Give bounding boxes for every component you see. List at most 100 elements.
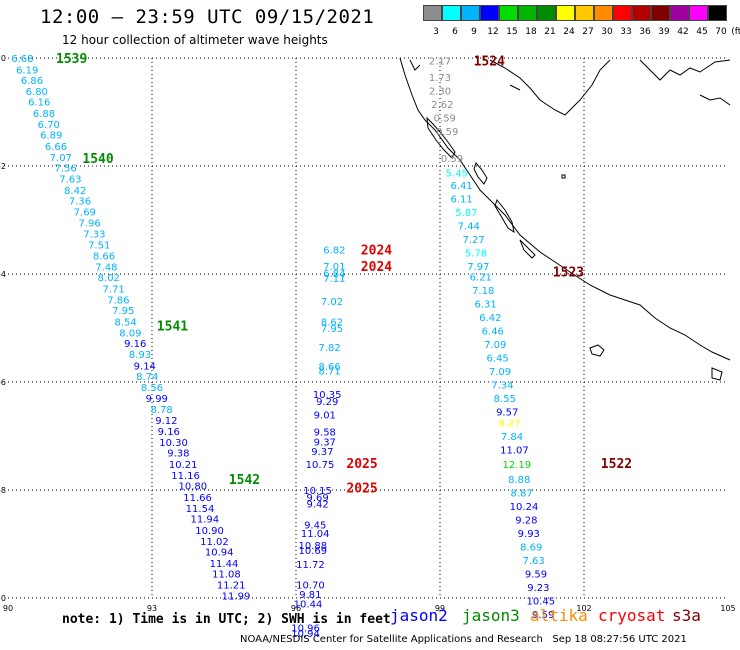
color-swatch <box>708 5 727 21</box>
wave-height-value: 11.04 <box>301 529 330 540</box>
color-scale-label: 3 <box>433 27 439 37</box>
wave-height-value: 9.59 <box>532 610 554 621</box>
wave-height-value: 6.41 <box>450 181 472 192</box>
color-swatch <box>632 5 651 21</box>
pass-number-label: 2025 <box>346 457 377 472</box>
color-scale-label: 33 <box>620 27 632 37</box>
wave-height-value: 8.66 <box>93 252 115 263</box>
wave-height-value: 8.66 <box>318 362 340 373</box>
altimeter-track: 6.686.196.866.806.166.886.706.896.667.07… <box>11 54 250 602</box>
wave-height-value: 6.45 <box>486 354 508 365</box>
mission-label: jason3 <box>462 606 520 625</box>
wave-height-value: 10.21 <box>169 460 198 471</box>
wave-height-value: 7.09 <box>489 367 511 378</box>
color-scale-label: 9 <box>471 27 477 37</box>
color-scale-label: 21 <box>544 27 556 37</box>
color-swatch <box>613 5 632 21</box>
color-scale-label: 39 <box>658 27 670 37</box>
color-swatch <box>480 5 499 21</box>
color-swatch <box>461 5 480 21</box>
color-scale-label: 36 <box>639 27 651 37</box>
wave-height-value: 6.84 <box>323 269 345 280</box>
pass-number-label: 2024 <box>361 244 392 259</box>
wave-height-value: 0.59 <box>436 127 458 138</box>
wave-height-value: 8.78 <box>150 405 172 416</box>
wave-height-value: 7.97 <box>467 262 489 273</box>
wave-height-value: 8.27 <box>498 419 520 430</box>
wave-height-value: 7.48 <box>95 262 117 273</box>
wave-height-value: 9.69 <box>306 493 328 504</box>
color-scale-label: 18 <box>525 27 537 37</box>
wave-height-value: 8.69 <box>520 543 542 554</box>
mission-label: altika <box>530 606 588 625</box>
wave-height-value: 9.14 <box>134 361 156 372</box>
wave-height-value: 11.07 <box>500 446 529 457</box>
wave-height-value: 5.45 <box>446 168 468 179</box>
wave-height-value: 6.70 <box>38 120 60 131</box>
wave-height-value: 7.33 <box>83 230 105 241</box>
color-swatch <box>575 5 594 21</box>
color-swatch <box>442 5 461 21</box>
wave-height-value: 10.75 <box>306 460 335 471</box>
mission-label: jason2 <box>390 606 448 625</box>
wave-height-value: 7.84 <box>501 432 523 443</box>
altimeter-track: 6.82 7.016.847.11 7.02 8.627.95 7.82 8.668.71… <box>291 246 345 640</box>
color-scale-label: 30 <box>601 27 613 37</box>
wave-height-value: 9.58 <box>314 428 336 439</box>
pass-number-label: 1539 <box>56 52 87 67</box>
footer-credit: NOAA/NESDIS Center for Satellite Applica… <box>240 634 687 645</box>
wave-height-value: 7.51 <box>88 240 110 251</box>
pass-number-label: 2024 <box>361 260 392 275</box>
wave-height-value: 6.19 <box>16 65 38 76</box>
mission-label: s3a <box>672 606 701 625</box>
wave-height-value: 9.37 <box>311 447 333 458</box>
wave-height-value: 8.71 <box>318 367 340 378</box>
color-swatch <box>499 5 518 21</box>
wave-height-value: 7.27 <box>462 235 484 246</box>
color-swatch <box>423 5 442 21</box>
wave-height-value: 9.42 <box>306 500 328 511</box>
wave-height-value: 8.87 <box>510 489 532 500</box>
wave-height-value: 9.28 <box>515 516 537 527</box>
lat-tick-label: -8 <box>0 486 6 495</box>
color-swatch <box>594 5 613 21</box>
pass-number-label: 2025 <box>346 481 377 496</box>
lat-lon-grid: 90 93 96 99 102 105 0 -2 -4 -6 -8 -10 <box>0 54 736 613</box>
wave-height-value: 7.01 <box>323 262 345 273</box>
wave-height-value: 8.09 <box>119 328 141 339</box>
wave-height-value: 6.46 <box>482 327 504 338</box>
color-scale-label: 6 <box>452 27 458 37</box>
wave-height-value: 9.23 <box>527 583 549 594</box>
wave-height-value: 10.96 <box>291 624 320 635</box>
wave-height-value: 0.59 <box>434 113 456 124</box>
wave-height-value: 10.69 <box>298 546 327 557</box>
wave-height-value: 7.44 <box>458 221 480 232</box>
page-title: 12:00 – 23:59 UTC 09/15/2021 <box>40 6 375 28</box>
pass-number-label: 1522 <box>601 457 632 472</box>
wave-height-value: 9.37 <box>314 437 336 448</box>
wave-height-value: 9.99 <box>146 394 168 405</box>
wave-height-value: 7.86 <box>107 295 129 306</box>
wave-height-value: 11.94 <box>190 515 219 526</box>
wave-height-value: 8.55 <box>494 394 516 405</box>
wave-height-value: 10.70 <box>296 581 325 592</box>
color-swatch <box>556 5 575 21</box>
wave-height-value: 10.24 <box>510 502 539 513</box>
pass-number-label: 1541 <box>157 319 188 334</box>
color-swatch <box>689 5 708 21</box>
wave-height-value: 10.45 <box>526 597 555 608</box>
wave-height-value: 9.38 <box>167 449 189 460</box>
wave-height-value: 8.56 <box>141 383 163 394</box>
footer-note: note: 1) Time is in UTC; 2) SWH is in fe… <box>62 612 391 627</box>
page-subtitle: 12 hour collection of altimeter wave hei… <box>62 33 328 47</box>
color-scale-label: 45 <box>696 27 708 37</box>
lon-tick-label: 93 <box>147 604 157 613</box>
wave-height-value: 8.02 <box>98 273 120 284</box>
pass-number-label: 1524 <box>474 55 505 70</box>
wave-height-value: 10.35 <box>313 390 342 401</box>
altimeter-track: 2.17 1.73 2.30 2.62 0.59 0.59 0.59 5.45 6.41 6.11… <box>429 57 555 622</box>
wave-height-value: 11.66 <box>183 493 212 504</box>
wave-height-value: 7.95 <box>321 324 343 335</box>
lat-tick-label: -10 <box>0 594 6 603</box>
